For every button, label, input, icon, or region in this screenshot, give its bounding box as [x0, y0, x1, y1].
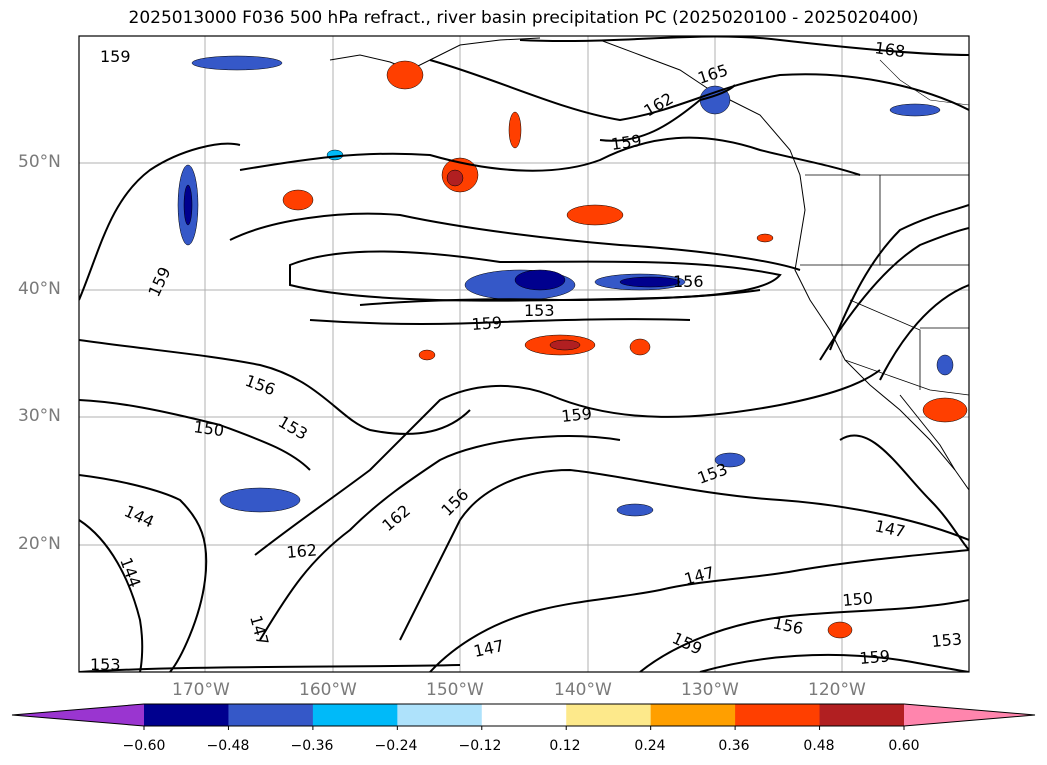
- precip-blobs: [177, 55, 968, 639]
- map-frame: [78, 35, 970, 673]
- contour-label: 153: [931, 629, 963, 651]
- lat-label-20n: 20°N: [18, 534, 61, 554]
- contour-label: 153: [524, 301, 555, 320]
- colorbar-extend-low: [12, 704, 144, 726]
- colorbar-tick-label: 0.24: [634, 738, 666, 754]
- lon-label-130w: 130°W: [681, 680, 739, 700]
- contour-label: 168: [873, 38, 906, 61]
- colorbar-tick-label: 0.60: [888, 738, 920, 754]
- colorbar-tick-label: −0.60: [122, 738, 166, 754]
- contour-label: 153: [90, 655, 121, 674]
- colorbar: [11, 703, 1036, 730]
- colorbar-extend-high: [904, 704, 1035, 726]
- colorbar-tick-label: −0.12: [458, 738, 502, 754]
- contour-label: 159: [471, 313, 503, 334]
- colorbar-tick-label: −0.24: [374, 738, 418, 754]
- lat-label-50n: 50°N: [18, 152, 61, 172]
- colorbar-segment: [397, 704, 483, 726]
- contour-label: 159: [610, 131, 643, 154]
- contour-label: 162: [286, 540, 318, 562]
- map-title: 2025013000 F036 500 hPa refract., river …: [128, 8, 919, 28]
- colorbar-segment: [819, 704, 905, 726]
- colorbar-segment: [650, 704, 736, 726]
- colorbar-segment: [735, 704, 821, 726]
- contour-lines: [79, 36, 969, 672]
- contour-label: 159: [859, 646, 891, 668]
- contour-label: 150: [192, 417, 225, 440]
- contour-label: 159: [100, 47, 131, 66]
- colorbar-tick-label: −0.36: [290, 738, 334, 754]
- colorbar-segment: [566, 704, 652, 726]
- lon-label-120w: 120°W: [808, 680, 866, 700]
- colorbar-segment: [144, 704, 229, 726]
- colorbar-segment: [312, 704, 398, 726]
- lat-label-30n: 30°N: [18, 406, 61, 426]
- contour-label: 150: [842, 588, 874, 610]
- lon-label-170w: 170°W: [172, 680, 230, 700]
- colorbar-tick-label: 0.48: [803, 738, 835, 754]
- lat-label-40n: 40°N: [18, 279, 61, 299]
- colorbar-tick-label: 0.36: [718, 738, 750, 754]
- colorbar-segment: [481, 704, 567, 726]
- lon-label-160w: 160°W: [299, 680, 357, 700]
- colorbar-segment: [228, 704, 314, 726]
- lon-label-140w: 140°W: [554, 680, 612, 700]
- contour-label: 159: [560, 404, 592, 426]
- colorbar-tick-label: 0.12: [549, 738, 581, 754]
- lon-label-150w: 150°W: [426, 680, 484, 700]
- contour-label: 156: [673, 272, 704, 291]
- map-area: [79, 36, 969, 672]
- colorbar-tick-label: −0.48: [206, 738, 250, 754]
